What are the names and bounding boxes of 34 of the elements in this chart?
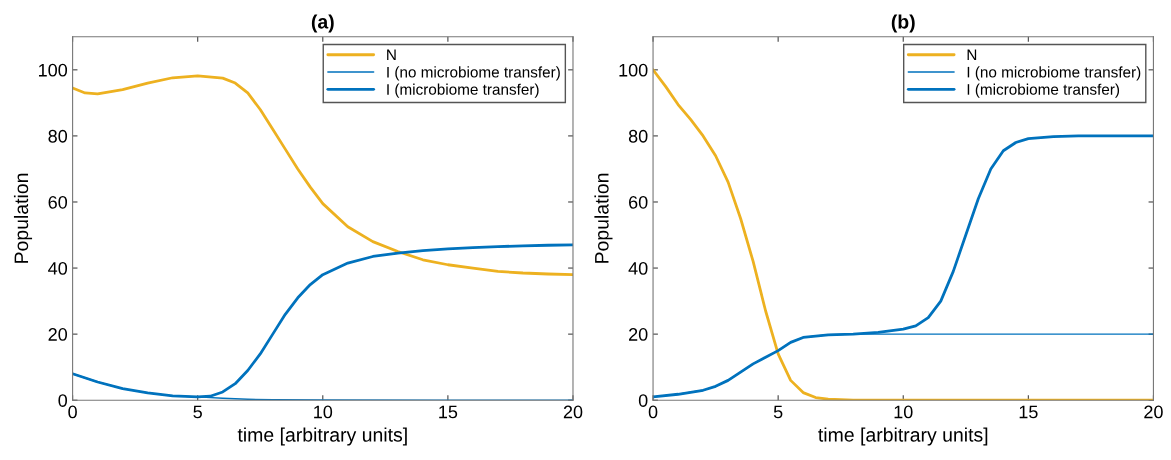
y-tick-label: 0 (638, 394, 648, 407)
chart-title: (a) (311, 14, 334, 33)
x-tick-label: 0 (68, 405, 77, 419)
legend-label: I (microbiome transfer) (387, 83, 539, 98)
x-tick-label: 10 (894, 405, 913, 419)
y-tick-label: 40 (48, 261, 68, 275)
y-tick-label: 40 (628, 261, 648, 275)
legend-label: I (no microbiome transfer) (967, 66, 1141, 81)
x-axis-title: time [arbitrary units] (818, 427, 988, 446)
y-tick-label: 60 (629, 195, 648, 209)
y-tick-label: 20 (629, 328, 648, 341)
legend-label: N (967, 49, 977, 61)
chart-title: (b) (891, 14, 915, 33)
x-tick-label: 5 (773, 405, 783, 419)
y-tick-label: 100 (619, 63, 648, 77)
x-tick-label: 15 (439, 405, 458, 419)
y-tick-label: 80 (628, 129, 648, 143)
y-axis-title: Population (594, 173, 613, 263)
y-tick-label: 60 (48, 195, 68, 209)
y-tick-label: 20 (48, 328, 68, 341)
y-axis-title: Population (13, 173, 33, 263)
legend-label: I (microbiome transfer) (967, 83, 1120, 98)
legend-label: I (no microbiome transfer) (387, 66, 560, 81)
y-tick-label: 80 (48, 129, 68, 143)
x-tick-label: 20 (563, 405, 583, 419)
legend-label: N (387, 49, 396, 61)
x-tick-label: 15 (1019, 405, 1038, 419)
x-tick-label: 5 (193, 405, 202, 419)
x-axis-title: time [arbitrary units] (237, 427, 407, 446)
y-tick-label: 100 (39, 63, 68, 77)
y-tick-label: 0 (58, 394, 68, 407)
x-tick-label: 10 (314, 405, 333, 419)
x-tick-label: 0 (648, 405, 658, 419)
x-tick-label: 20 (1144, 405, 1163, 419)
